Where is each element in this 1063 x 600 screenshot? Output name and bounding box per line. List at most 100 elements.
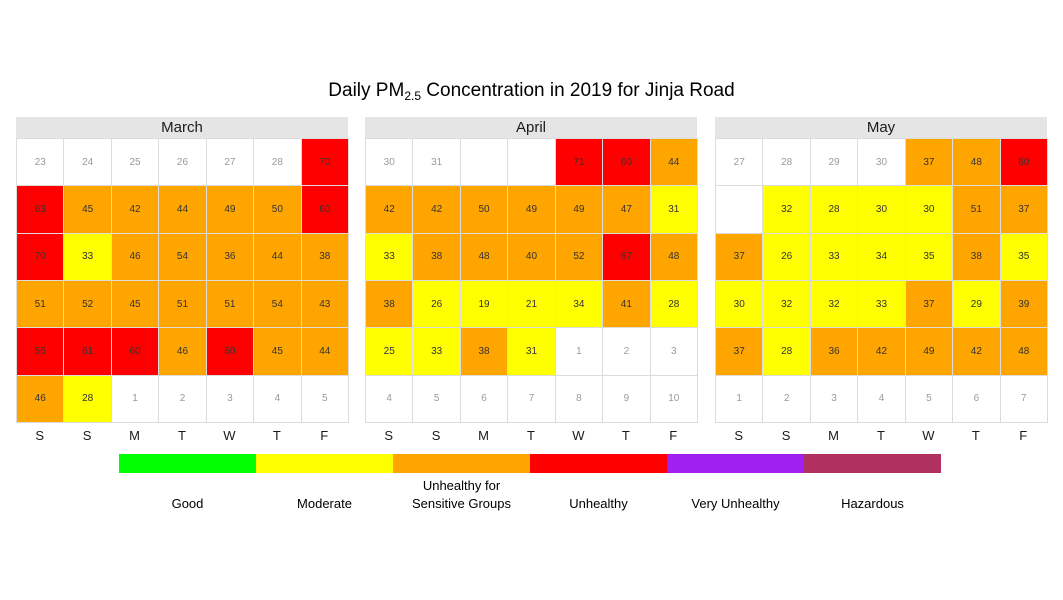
weekday-label: S (781, 428, 791, 443)
calendar-day-cell: 34 (858, 232, 906, 280)
calendar-day-cell: 30 (858, 185, 906, 233)
calendar-day-cell: 9 (603, 374, 651, 422)
weekday-label: F (1019, 428, 1028, 443)
calendar-day-cell: 50 (460, 185, 509, 233)
calendar-day-cell: 67 (603, 232, 651, 280)
calendar-day-cell: 60 (301, 185, 349, 233)
calendar-day-cell: 34 (555, 280, 604, 328)
calendar-day-cell: 31 (650, 185, 698, 233)
calendar-day-cell: 26 (763, 232, 811, 280)
weekday-label: S (384, 428, 394, 443)
calendar-day-cell: 6 (460, 374, 509, 422)
calendar-day-cell: 35 (905, 232, 954, 280)
calendar-day-cell: 7 (1000, 374, 1048, 422)
calendar-day-cell: 33 (413, 327, 461, 375)
calendar-day-cell: 45 (254, 327, 302, 375)
calendar-day-cell: 25 (111, 138, 160, 186)
calendar-day-cell: 2 (603, 327, 651, 375)
calendar-day-cell: 38 (460, 327, 509, 375)
calendar-day-cell: 24 (64, 138, 112, 186)
weekday-label: F (320, 428, 329, 443)
legend-label-line1: Unhealthy for (422, 478, 501, 493)
weekday-label: W (922, 428, 935, 443)
calendar-day-cell: 46 (111, 232, 160, 280)
chart-title-suffix: Concentration in 2019 for Jinja Road (421, 80, 735, 101)
calendar-day-cell: 36 (810, 327, 859, 375)
legend-label: Hazardous (841, 496, 904, 511)
calendar-day-cell: 4 (254, 374, 302, 422)
calendar-day-cell: 49 (555, 185, 604, 233)
calendar-day-cell: 27 (716, 138, 764, 186)
weekday-label: T (971, 428, 980, 443)
chart-title: Daily PM2.5 Concentration in 2019 for Ji… (0, 80, 1063, 103)
calendar-day-cell: 5 (413, 374, 461, 422)
calendar-day-cell: 29 (953, 280, 1001, 328)
weekday-label: T (621, 428, 630, 443)
calendar-day-cell: 48 (1000, 327, 1048, 375)
calendar-day-cell (508, 138, 556, 186)
weekday-label: S (734, 428, 744, 443)
calendar-day-cell: 30 (905, 185, 954, 233)
weekday-label: S (431, 428, 441, 443)
calendar-day-cell: 26 (413, 280, 461, 328)
calendar-day-cell: 63 (17, 185, 65, 233)
calendar-day-cell: 33 (366, 232, 414, 280)
calendar-day-cell: 37 (905, 138, 954, 186)
calendar-day-cell: 38 (301, 232, 349, 280)
month-panel-april: April 30 31 71 60 44 42 42 50 49 49 47 31 33 38 48 40 52… (365, 117, 698, 423)
calendar-day-cell: 26 (159, 138, 207, 186)
calendar-day-cell: 51 (953, 185, 1001, 233)
calendar-day-cell: 42 (111, 185, 160, 233)
calendar-day-cell: 33 (810, 232, 859, 280)
calendar-day-cell: 32 (763, 280, 811, 328)
calendar-day-cell: 6 (953, 374, 1001, 422)
calendar-day-cell: 28 (763, 138, 811, 186)
calendar-day-cell: 52 (555, 232, 604, 280)
calendar-day-cell: 28 (763, 327, 811, 375)
calendar-day-cell: 42 (366, 185, 414, 233)
calendar-day-cell: 60 (1000, 138, 1048, 186)
calendar-day-cell: 71 (555, 138, 604, 186)
calendar-grid: 27 28 29 30 37 48 60 32 28 30 30 51 37 37 26 33 34 35 38 35… (715, 138, 1048, 423)
calendar-day-cell: 32 (810, 280, 859, 328)
weekday-label: T (527, 428, 535, 443)
calendar-day-cell: 38 (413, 232, 461, 280)
calendar-day-cell: 45 (111, 280, 160, 328)
calendar-day-cell: 43 (301, 280, 349, 328)
legend-swatch (530, 454, 667, 473)
calendar-day-cell: 8 (555, 374, 604, 422)
calendar-day-cell: 60 (206, 327, 255, 375)
calendar-day-cell: 38 (366, 280, 414, 328)
calendar-day-cell: 51 (206, 280, 255, 328)
calendar-day-cell: 3 (810, 374, 859, 422)
calendar-day-cell: 42 (953, 327, 1001, 375)
weekday-label: T (877, 428, 885, 443)
calendar-day-cell: 23 (17, 138, 65, 186)
calendar-day-cell: 60 (603, 138, 651, 186)
weekday-label: T (178, 428, 186, 443)
legend-label: Very Unhealthy (691, 496, 780, 511)
calendar-day-cell: 3 (206, 374, 255, 422)
calendar-day-cell: 49 (206, 185, 255, 233)
calendar-day-cell: 30 (716, 280, 764, 328)
month-strip-label: May (715, 117, 1047, 138)
calendar-day-cell: 28 (650, 280, 698, 328)
weekday-label: T (272, 428, 281, 443)
calendar-day-cell: 48 (460, 232, 509, 280)
calendar-day-cell: 54 (254, 280, 302, 328)
calendar-day-cell: 44 (650, 138, 698, 186)
calendar-day-cell: 70 (301, 138, 349, 186)
calendar-day-cell: 61 (64, 327, 112, 375)
calendar-day-cell: 5 (905, 374, 954, 422)
calendar-day-cell: 46 (159, 327, 207, 375)
calendar-day-cell: 52 (64, 280, 112, 328)
calendar-day-cell (460, 138, 509, 186)
calendar-day-cell: 4 (858, 374, 906, 422)
legend-swatch (393, 454, 530, 473)
calendar-day-cell: 51 (159, 280, 207, 328)
calendar-day-cell: 1 (111, 374, 160, 422)
calendar-day-cell: 42 (413, 185, 461, 233)
calendar-day-cell: 48 (650, 232, 698, 280)
calendar-day-cell (716, 185, 764, 233)
month-strip-label: April (365, 117, 697, 138)
